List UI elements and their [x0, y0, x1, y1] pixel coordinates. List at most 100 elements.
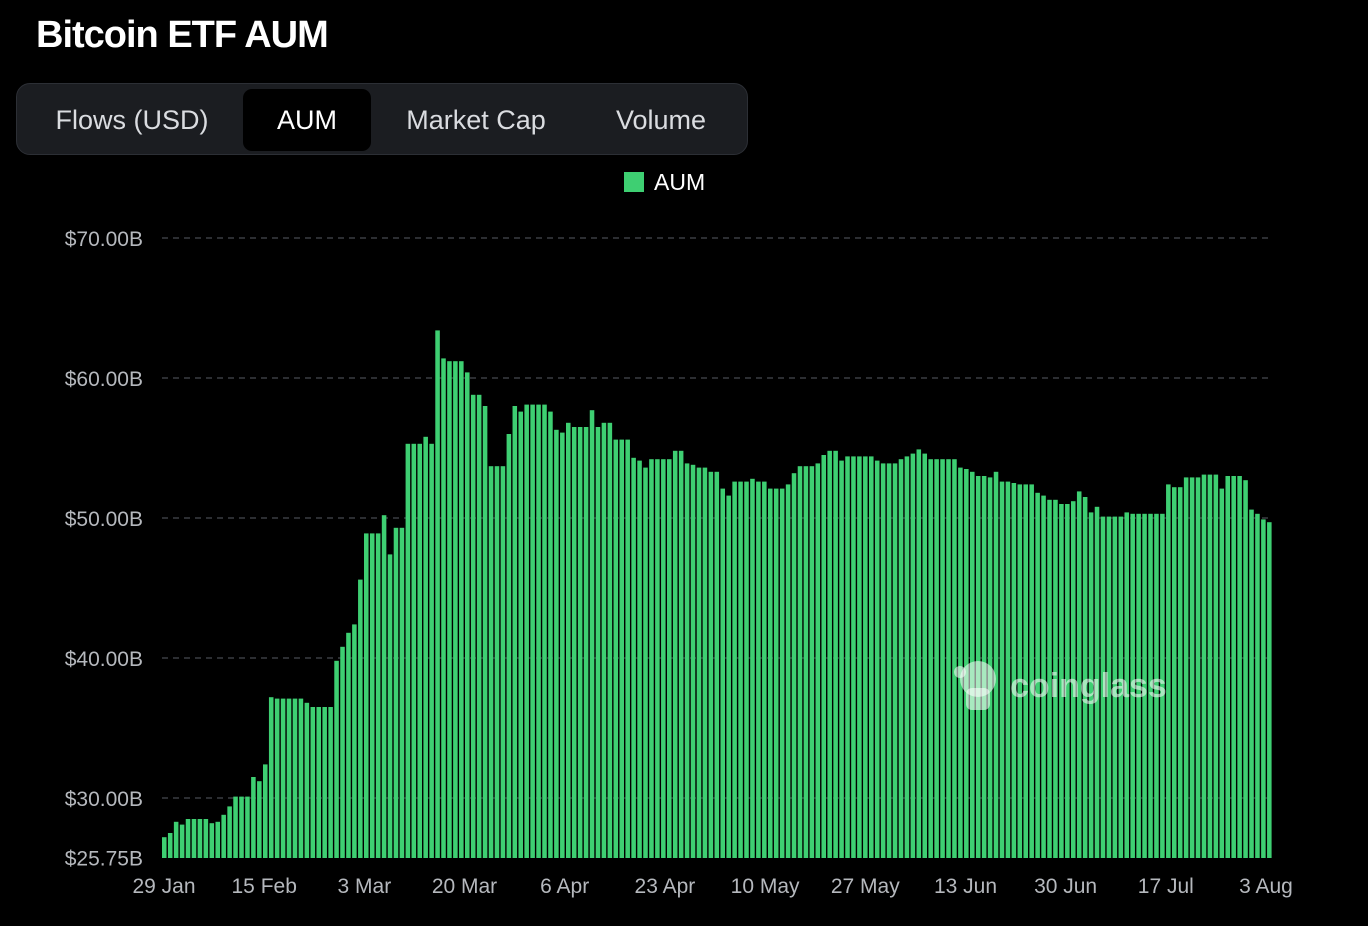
- bar[interactable]: [898, 459, 904, 858]
- bar[interactable]: [251, 777, 256, 858]
- bar[interactable]: [827, 450, 832, 858]
- bar[interactable]: [779, 488, 785, 858]
- bar[interactable]: [993, 471, 999, 858]
- bar[interactable]: [1035, 492, 1040, 858]
- bar[interactable]: [381, 515, 387, 858]
- bar[interactable]: [429, 443, 434, 858]
- bar[interactable]: [1094, 506, 1100, 858]
- bar[interactable]: [732, 481, 737, 858]
- bar[interactable]: [1255, 513, 1260, 858]
- bar[interactable]: [470, 394, 476, 858]
- bar[interactable]: [1201, 474, 1207, 858]
- bar[interactable]: [744, 481, 749, 858]
- bar[interactable]: [566, 422, 571, 858]
- bar[interactable]: [613, 439, 619, 858]
- bar[interactable]: [554, 429, 559, 858]
- bar[interactable]: [762, 481, 767, 858]
- bar[interactable]: [631, 457, 636, 858]
- bar[interactable]: [435, 330, 440, 858]
- bar[interactable]: [708, 471, 714, 858]
- bar[interactable]: [298, 698, 304, 858]
- bar[interactable]: [768, 488, 773, 858]
- bar[interactable]: [257, 781, 262, 858]
- bar[interactable]: [185, 819, 191, 858]
- bar[interactable]: [239, 796, 244, 858]
- bar[interactable]: [1231, 476, 1236, 858]
- bar[interactable]: [1053, 499, 1058, 858]
- bar[interactable]: [625, 439, 630, 858]
- bar[interactable]: [571, 427, 577, 858]
- bar[interactable]: [869, 456, 874, 858]
- bar[interactable]: [233, 796, 238, 858]
- bar[interactable]: [1088, 512, 1094, 858]
- bar[interactable]: [910, 453, 916, 858]
- bar[interactable]: [886, 463, 892, 858]
- bar[interactable]: [530, 404, 535, 858]
- bar[interactable]: [1023, 484, 1029, 858]
- bar[interactable]: [863, 456, 868, 858]
- bar[interactable]: [845, 456, 850, 858]
- bar[interactable]: [1148, 513, 1153, 858]
- bar[interactable]: [696, 467, 702, 858]
- bar[interactable]: [607, 422, 613, 858]
- tab-volume[interactable]: Volume: [615, 105, 707, 135]
- bar[interactable]: [916, 449, 922, 858]
- bar[interactable]: [1047, 499, 1052, 858]
- bar[interactable]: [815, 463, 821, 858]
- bar[interactable]: [560, 432, 565, 858]
- bar[interactable]: [500, 466, 506, 858]
- bar[interactable]: [655, 459, 660, 858]
- bar[interactable]: [874, 460, 880, 858]
- bar[interactable]: [245, 796, 250, 858]
- bar[interactable]: [453, 361, 458, 858]
- bar[interactable]: [173, 821, 179, 858]
- bar[interactable]: [851, 456, 856, 858]
- bar[interactable]: [892, 463, 898, 858]
- bar[interactable]: [797, 466, 803, 858]
- bar[interactable]: [595, 427, 601, 858]
- bar[interactable]: [221, 814, 226, 858]
- bar[interactable]: [1207, 474, 1213, 858]
- bar[interactable]: [934, 459, 939, 858]
- bar[interactable]: [286, 698, 292, 858]
- bar[interactable]: [577, 427, 583, 858]
- bar[interactable]: [726, 495, 731, 858]
- bar[interactable]: [524, 404, 529, 858]
- bar[interactable]: [447, 361, 452, 858]
- bar[interactable]: [322, 707, 327, 858]
- bar[interactable]: [672, 450, 678, 858]
- bar[interactable]: [637, 460, 642, 858]
- bar[interactable]: [162, 837, 167, 858]
- bar[interactable]: [1261, 519, 1266, 858]
- bar[interactable]: [1100, 516, 1106, 858]
- bar[interactable]: [1189, 477, 1195, 858]
- bar[interactable]: [263, 764, 268, 858]
- bar[interactable]: [536, 404, 541, 858]
- bar[interactable]: [387, 554, 393, 858]
- bar[interactable]: [1160, 513, 1165, 858]
- bar[interactable]: [352, 624, 357, 858]
- bar[interactable]: [506, 434, 512, 858]
- bar[interactable]: [1076, 491, 1082, 858]
- bar[interactable]: [1071, 501, 1076, 858]
- bar[interactable]: [1124, 512, 1130, 858]
- bar[interactable]: [1112, 516, 1118, 858]
- bar[interactable]: [661, 459, 666, 858]
- bar[interactable]: [1082, 497, 1088, 858]
- bar[interactable]: [601, 422, 607, 858]
- bar[interactable]: [548, 411, 553, 858]
- bar[interactable]: [1213, 474, 1219, 858]
- bar[interactable]: [809, 466, 815, 858]
- bar[interactable]: [310, 707, 316, 858]
- bar[interactable]: [1136, 513, 1141, 858]
- bar[interactable]: [1166, 484, 1171, 858]
- bar[interactable]: [203, 819, 209, 858]
- bar[interactable]: [999, 481, 1005, 858]
- tab-flows-usd[interactable]: Flows (USD): [55, 105, 209, 135]
- bar[interactable]: [1065, 504, 1070, 858]
- bar[interactable]: [441, 358, 446, 858]
- bar[interactable]: [268, 697, 274, 858]
- bar[interactable]: [589, 410, 595, 858]
- bar[interactable]: [375, 533, 381, 858]
- bar[interactable]: [494, 466, 500, 858]
